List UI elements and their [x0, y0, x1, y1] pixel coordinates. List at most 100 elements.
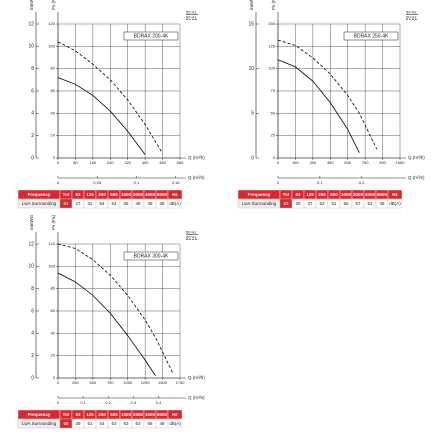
y2-tick-label: 75: [271, 88, 276, 93]
y2-tick-label: 100: [48, 43, 55, 48]
y-tick-label: 10: [248, 66, 254, 72]
y2-tick-label: 20: [51, 353, 56, 358]
y2-tick-label: 25: [271, 133, 276, 138]
table-value: 63: [111, 421, 117, 426]
table-header: 125: [306, 192, 314, 197]
y2-tick-label: 125: [268, 43, 275, 48]
x-tick-label: 900: [379, 160, 386, 165]
table-header: Frequency: [28, 412, 51, 417]
table-cell: [167, 198, 183, 209]
model-label: BDRAX 250-4K: [354, 34, 389, 40]
table-header: 125: [86, 192, 94, 197]
table-value: 48: [379, 201, 385, 206]
table-header: Frequency: [28, 192, 51, 197]
table-row-label: LwA Surrounding: [22, 201, 57, 206]
y-tick-label: 0: [31, 155, 34, 161]
table-row-label: LwA Surrounding: [22, 421, 57, 426]
y-tick-label: 0: [251, 155, 254, 161]
legend-label: 60 Hz: [406, 15, 416, 20]
x-tick-label: 1500: [158, 380, 168, 385]
y2-tick-label: 150: [268, 21, 275, 26]
y-tick-label: 12: [28, 21, 34, 27]
y2-tick-label: 100: [48, 263, 55, 268]
table-header: 500: [330, 192, 338, 197]
y2-tick-label: 40: [51, 110, 56, 115]
table-cell: [387, 198, 403, 209]
y2-tick-label: 0: [53, 375, 56, 380]
x-tick-label: 150: [292, 160, 299, 165]
x-tick-label: 600: [344, 160, 351, 165]
table-header: Tot: [63, 192, 70, 197]
table-header: 8000: [157, 192, 168, 197]
y-tick-label: 5: [251, 111, 254, 117]
table-total: 63: [283, 201, 289, 206]
table-header: 1000: [341, 192, 352, 197]
y-tick-label: 10: [28, 264, 34, 270]
y2-tick-label: 0: [53, 155, 56, 160]
table-header: 1000: [121, 412, 132, 417]
table-value: 54: [99, 201, 105, 206]
model-box: [123, 251, 179, 261]
x2-tick-label: 0: [57, 180, 60, 185]
y2-tick-label: 80: [51, 286, 56, 291]
table-value: 32: [87, 201, 93, 206]
table-row-label: LwA Surrounding: [242, 201, 277, 206]
legend-label: 50 Hz: [186, 230, 196, 235]
x-tick-label: 80: [73, 160, 78, 165]
x-tick-label: 400: [142, 160, 149, 165]
table-value: 57: [355, 201, 361, 206]
y-tick-label: 2: [31, 133, 34, 139]
y-tick-label: 6: [31, 88, 34, 94]
x2-tick-label: 0,2: [105, 400, 111, 405]
legend-label: 60 Hz: [186, 15, 196, 20]
x-tick-label: 250: [72, 380, 79, 385]
table-header: 8000: [157, 412, 168, 417]
x2-tick-label: 0,05: [93, 180, 102, 185]
x-tick-label: 1750: [176, 380, 186, 385]
x2-tick-label: 0: [277, 180, 280, 185]
table-header: 63: [295, 192, 301, 197]
y2-tick-label: 120: [48, 21, 55, 26]
table-header: 4000: [145, 412, 156, 417]
y-tick-label: 6: [31, 308, 34, 314]
table-total: 61: [63, 201, 69, 206]
x-tick-label: 1250: [141, 380, 151, 385]
x-axis-label: Q (m³/h): [188, 155, 205, 160]
x2-tick-label: 0,3: [131, 400, 137, 405]
model-box: [123, 31, 179, 41]
table-header: Tot: [283, 192, 290, 197]
x-tick-label: 0: [57, 380, 60, 385]
table-total: 68: [63, 421, 69, 426]
x-tick-label: 480: [159, 160, 166, 165]
y2-tick-label: 50: [271, 110, 276, 115]
table-header: Hz: [172, 412, 178, 417]
table-value: 51: [87, 421, 93, 426]
y-tick-label: 10: [28, 44, 34, 50]
model-box: [343, 31, 399, 41]
y-tick-label: 4: [31, 331, 34, 337]
y-tick-label: 15: [248, 21, 254, 27]
y-tick-label: 2: [31, 353, 34, 359]
y2-tick-label: 100: [268, 66, 275, 71]
table-header: 63: [75, 192, 81, 197]
table-value: 63: [123, 421, 129, 426]
table-value: 53: [367, 201, 373, 206]
table-header: Frequency: [248, 192, 271, 197]
table-value: 48: [135, 201, 141, 206]
legend-label: 50 Hz: [406, 10, 416, 15]
curve: [57, 77, 146, 155]
table-header: 250: [318, 192, 326, 197]
table-value: 30: [295, 201, 301, 206]
table-header: 63: [75, 412, 81, 417]
x2-tick-label: 0: [57, 400, 60, 405]
x2-tick-label: 0,4: [156, 400, 162, 405]
table-value: 63: [135, 421, 141, 426]
x-tick-label: 300: [310, 160, 317, 165]
x-tick-label: 0: [277, 160, 280, 165]
x-tick-label: 160: [90, 160, 97, 165]
x-tick-label: 320: [124, 160, 131, 165]
table-header: 8000: [377, 192, 388, 197]
x2-axis-label: Q (m³/s): [188, 175, 205, 180]
y2-tick-label: 60: [51, 88, 56, 93]
